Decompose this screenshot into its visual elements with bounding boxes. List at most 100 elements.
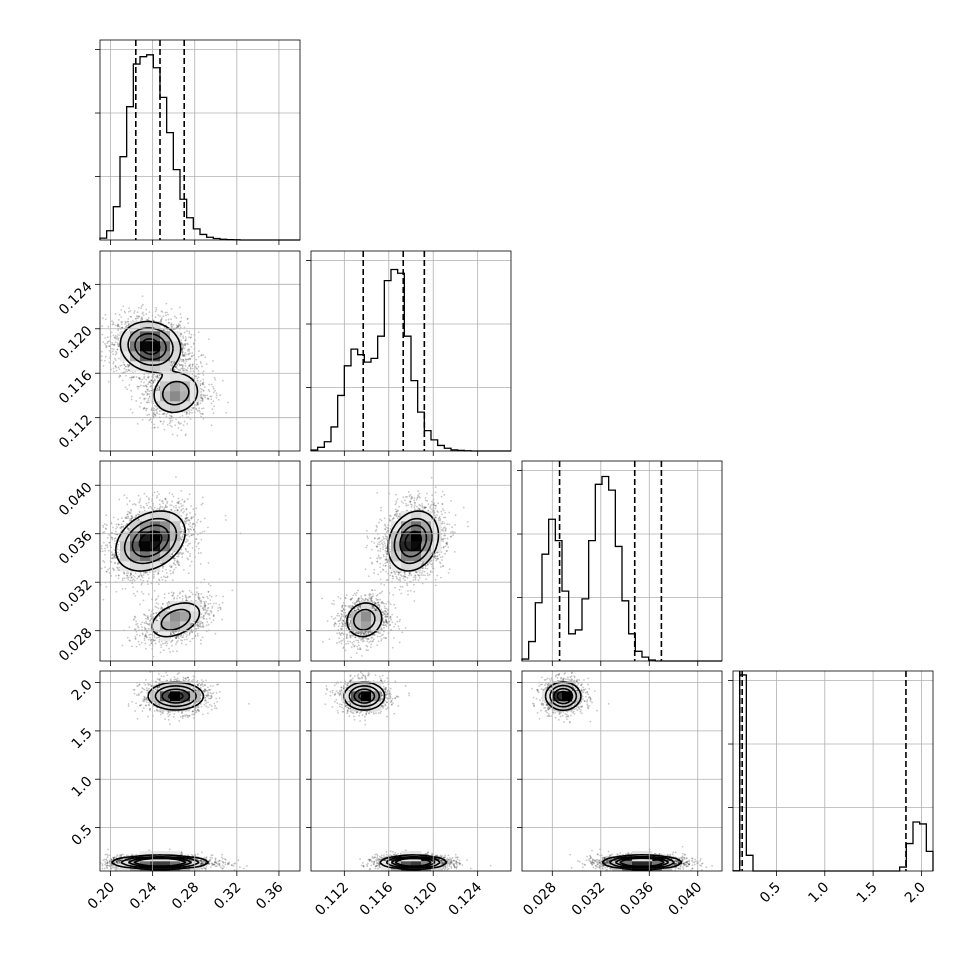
- scatter-point: [158, 499, 161, 502]
- scatter-point: [147, 583, 149, 586]
- scatter-point: [114, 537, 117, 539]
- scatter-point: [163, 412, 166, 415]
- scatter-point: [197, 373, 199, 376]
- scatter-point: [185, 338, 187, 340]
- scatter-point: [102, 317, 104, 320]
- scatter-point: [181, 536, 184, 539]
- scatter-point: [140, 381, 143, 383]
- scatter-point: [183, 510, 186, 513]
- scatter-point: [161, 565, 164, 568]
- scatter-point: [120, 323, 123, 326]
- scatter-point: [141, 317, 144, 320]
- scatter-point: [198, 547, 200, 550]
- scatter-point: [150, 409, 153, 412]
- scatter-point: [132, 578, 135, 581]
- scatter-point: [187, 539, 190, 542]
- scatter-point: [166, 328, 169, 331]
- scatter-point: [143, 509, 146, 512]
- scatter-point: [183, 326, 186, 329]
- scatter-point: [105, 344, 107, 347]
- scatter-point: [174, 366, 177, 368]
- scatter-point: [191, 367, 194, 370]
- scatter-point: [121, 588, 124, 590]
- scatter-point: [158, 389, 161, 392]
- scatter-point: [185, 522, 187, 525]
- scatter-point: [188, 412, 191, 415]
- histogram-step-3: [732, 674, 934, 872]
- density-cell: [180, 391, 191, 402]
- scatter-point: [189, 542, 192, 545]
- scatter-point: [145, 378, 148, 381]
- scatter-point: [125, 365, 127, 368]
- scatter-point: [120, 526, 123, 528]
- scatter-point: [189, 363, 192, 366]
- scatter-point: [182, 504, 184, 507]
- scatter-point: [162, 567, 164, 569]
- scatter-point: [198, 350, 200, 352]
- scatter-point: [188, 350, 190, 352]
- scatter-point: [192, 508, 195, 511]
- scatter-point: [180, 367, 183, 370]
- scatter-point: [112, 348, 115, 351]
- scatter-point: [191, 373, 194, 376]
- scatter-point: [146, 571, 149, 574]
- scatter-point: [138, 377, 141, 379]
- scatter-point: [112, 353, 114, 356]
- joint-content: [100, 295, 229, 437]
- scatter-point: [184, 548, 187, 551]
- scatter-point: [172, 324, 175, 326]
- scatter-point: [206, 397, 209, 400]
- scatter-point: [104, 337, 107, 339]
- scatter-point: [123, 363, 126, 366]
- scatter-point: [120, 321, 123, 323]
- scatter-point: [149, 418, 152, 421]
- scatter-point: [123, 577, 126, 580]
- scatter-point: [177, 501, 180, 503]
- scatter-point: [150, 385, 153, 388]
- scatter-point: [126, 574, 129, 577]
- scatter-point: [141, 392, 144, 395]
- scatter-point: [179, 326, 182, 329]
- scatter-point: [162, 575, 165, 578]
- scatter-point: [191, 365, 194, 368]
- scatter-point: [116, 567, 119, 570]
- scatter-point: [210, 402, 213, 405]
- scatter-point: [183, 347, 186, 350]
- scatter-point: [169, 504, 172, 507]
- scatter-point: [111, 557, 114, 560]
- scatter-point: [180, 341, 183, 344]
- scatter-point: [138, 574, 141, 577]
- scatter-point: [117, 339, 120, 341]
- density-cell: [180, 371, 191, 382]
- scatter-point: [188, 358, 191, 361]
- scatter-point: [181, 365, 184, 367]
- scatter-point: [125, 326, 128, 328]
- scatter-point: [130, 514, 133, 517]
- scatter-point: [104, 355, 107, 358]
- scatter-point: [170, 415, 173, 418]
- scatter-point: [117, 518, 120, 521]
- scatter-point: [181, 344, 183, 347]
- scatter-point: [200, 394, 202, 397]
- scatter-point: [153, 409, 155, 412]
- x-tick-label: 0.5: [757, 879, 784, 906]
- scatter-point: [183, 500, 186, 503]
- density-cell: [160, 391, 171, 402]
- scatter-point: [153, 378, 156, 381]
- scatter-point: [181, 353, 184, 356]
- scatter-point: [112, 323, 115, 326]
- scatter-point: [118, 540, 120, 543]
- histogram-panel-0: [95, 39, 301, 245]
- scatter-point: [172, 495, 175, 498]
- scatter-point: [126, 513, 129, 516]
- scatter-point: [112, 367, 115, 370]
- scatter-point: [157, 426, 159, 429]
- scatter-point: [184, 541, 187, 543]
- scatter-point: [196, 410, 199, 412]
- scatter-point: [143, 406, 146, 409]
- scatter-point: [111, 538, 114, 541]
- scatter-point: [120, 316, 123, 318]
- scatter-point: [182, 346, 185, 349]
- density-cell: [170, 351, 181, 362]
